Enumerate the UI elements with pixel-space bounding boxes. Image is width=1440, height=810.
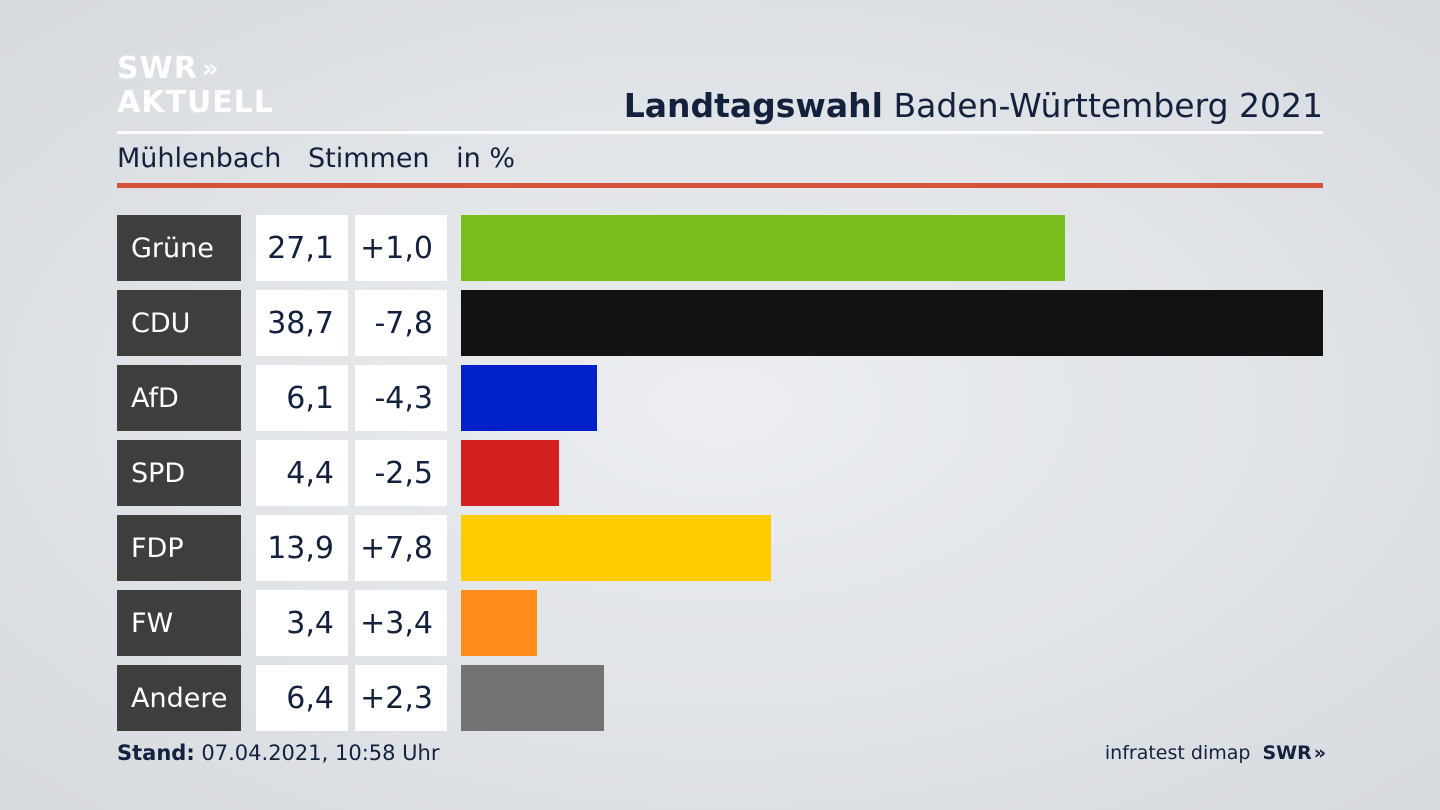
chart-row: FDP 13,9 +7,8	[117, 515, 1323, 581]
chart-row: CDU 38,7 -7,8	[117, 290, 1323, 356]
vote-change-value: +2,3	[355, 665, 447, 731]
chart-row: AfD 6,1 -4,3	[117, 365, 1323, 431]
bar-afd	[461, 365, 597, 431]
vote-change-value: +3,4	[355, 590, 447, 656]
bar-spd	[461, 440, 559, 506]
timestamp-value: 07.04.2021, 10:58 Uhr	[194, 741, 440, 765]
party-label: CDU	[117, 290, 241, 356]
logo-aktuell-text: AKTUELL	[117, 85, 275, 120]
party-label: FDP	[117, 515, 241, 581]
party-label: Grüne	[117, 215, 241, 281]
swr-brand-logo: SWR»	[1262, 742, 1326, 764]
swr-aktuell-logo: SWR» AKTUELL	[117, 54, 274, 118]
source-label: infratest dimap	[1104, 742, 1251, 764]
vote-change-value: +1,0	[355, 215, 447, 281]
subtitle-unit: in %	[456, 143, 515, 174]
chart-title-bold: Landtagswahl	[623, 86, 883, 125]
accent-rule	[117, 183, 1323, 188]
chart-subtitle: Mühlenbach Stimmen in %	[117, 143, 533, 174]
header-divider	[117, 131, 1323, 134]
bar-cdu	[461, 290, 1323, 356]
bar-fw	[461, 590, 537, 656]
brand-text: SWR	[1262, 742, 1312, 764]
chart-row: SPD 4,4 -2,5	[117, 440, 1323, 506]
vote-share-value: 27,1	[256, 215, 348, 281]
vote-share-value: 13,9	[256, 515, 348, 581]
chart-title-rest: Baden-Württemberg 2021	[882, 86, 1323, 125]
party-label: SPD	[117, 440, 241, 506]
party-label: AfD	[117, 365, 241, 431]
chart-title: Landtagswahl Baden-Württemberg 2021	[624, 86, 1323, 125]
timestamp-label: Stand:	[117, 741, 195, 765]
brand-arrows-icon: »	[1313, 742, 1326, 764]
chart-row: FW 3,4 +3,4	[117, 590, 1323, 656]
party-label: FW	[117, 590, 241, 656]
logo-swr-text: SWR	[117, 51, 198, 86]
bar-fdp	[461, 515, 771, 581]
vote-share-value: 3,4	[256, 590, 348, 656]
vote-change-value: -2,5	[355, 440, 447, 506]
subtitle-measure: Stimmen	[307, 143, 430, 174]
timestamp: Stand: 07.04.2021, 10:58 Uhr	[117, 741, 440, 765]
vote-share-value: 6,4	[256, 665, 348, 731]
footer-credits: infratest dimap SWR»	[1104, 742, 1326, 764]
vote-change-value: -4,3	[355, 365, 447, 431]
chart-row: Grüne 27,1 +1,0	[117, 215, 1323, 281]
vote-change-value: +7,8	[355, 515, 447, 581]
vote-share-value: 38,7	[256, 290, 348, 356]
chart-row: Andere 6,4 +2,3	[117, 665, 1323, 731]
subtitle-place: Mühlenbach	[117, 143, 282, 174]
bar-gr-ne	[461, 215, 1065, 281]
logo-arrows-icon: »	[201, 54, 219, 84]
party-label: Andere	[117, 665, 241, 731]
vote-share-value: 6,1	[256, 365, 348, 431]
vote-share-value: 4,4	[256, 440, 348, 506]
bar-andere	[461, 665, 604, 731]
vote-change-value: -7,8	[355, 290, 447, 356]
